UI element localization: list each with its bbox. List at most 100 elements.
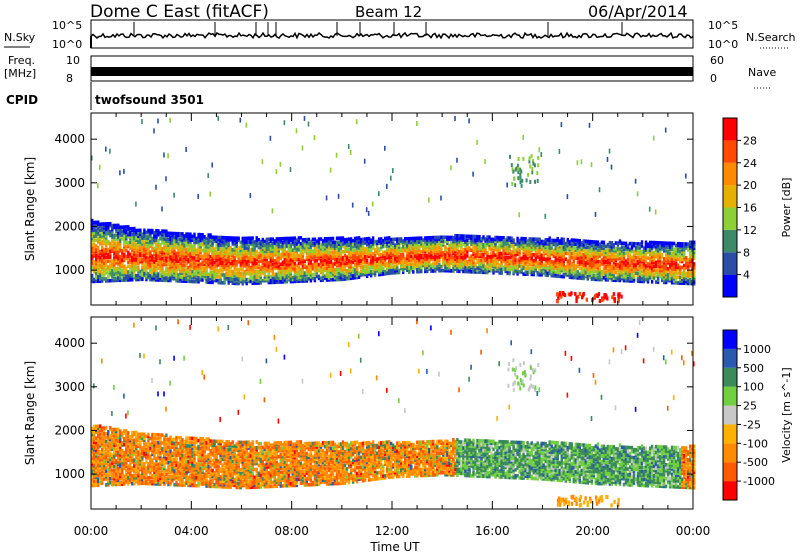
data-cell xyxy=(622,253,626,257)
sparse-cell xyxy=(269,135,272,141)
data-cell xyxy=(255,243,258,248)
data-cell xyxy=(476,248,479,253)
data-cell xyxy=(530,245,533,249)
data-cell xyxy=(436,255,439,259)
data-cell xyxy=(133,240,136,245)
data-cell xyxy=(283,262,286,266)
data-cell xyxy=(143,271,146,276)
data-cell xyxy=(279,278,282,282)
data-cell xyxy=(446,235,449,240)
data-cell xyxy=(468,246,471,250)
data-cell xyxy=(209,264,212,269)
data-cell xyxy=(161,248,164,253)
data-cell xyxy=(241,281,244,286)
data-cell xyxy=(217,280,220,285)
data-cell xyxy=(544,259,547,264)
data-cell xyxy=(153,276,156,280)
data-cell xyxy=(604,254,608,259)
data-cell xyxy=(650,268,654,272)
data-cell xyxy=(213,270,216,275)
data-cell xyxy=(369,254,373,258)
data-cell xyxy=(528,237,531,241)
data-cell xyxy=(235,250,238,254)
data-cell xyxy=(484,264,487,269)
data-cell xyxy=(223,249,226,254)
data-cell xyxy=(177,241,180,246)
data-cell xyxy=(638,259,642,264)
data-cell xyxy=(335,267,339,272)
data-cell xyxy=(582,255,585,259)
data-cell xyxy=(432,245,435,250)
data-cell xyxy=(486,266,489,271)
data-cell xyxy=(654,268,658,272)
data-cell xyxy=(123,254,126,259)
data-cell xyxy=(189,271,192,276)
data-cell xyxy=(191,234,194,239)
data-cell xyxy=(506,259,509,264)
data-cell xyxy=(373,269,377,273)
data-cell xyxy=(249,279,252,284)
data-cell xyxy=(464,250,467,254)
data-cell xyxy=(225,241,228,246)
data-cell xyxy=(396,264,399,269)
data-cell xyxy=(301,251,305,256)
data-cell xyxy=(95,263,98,268)
data-cell xyxy=(371,255,375,260)
data-cell xyxy=(275,256,278,261)
data-cell xyxy=(578,256,581,261)
data-cell xyxy=(139,277,142,282)
data-cell xyxy=(203,268,206,272)
data-cell xyxy=(390,255,393,260)
data-cell xyxy=(524,244,527,249)
data-cell xyxy=(658,274,662,279)
data-cell xyxy=(335,240,339,245)
data-cell xyxy=(347,255,351,259)
data-cell xyxy=(215,259,218,263)
data-cell xyxy=(644,270,648,274)
data-cell xyxy=(357,246,361,250)
data-cell xyxy=(394,259,397,263)
data-cell xyxy=(213,247,216,251)
data-cell xyxy=(548,246,551,250)
data-cell xyxy=(321,252,325,257)
data-cell xyxy=(135,254,138,258)
data-cell xyxy=(351,238,355,243)
data-cell xyxy=(359,269,363,273)
data-cell xyxy=(512,269,515,274)
data-cell xyxy=(219,257,222,261)
data-cell xyxy=(287,262,291,266)
data-cell xyxy=(139,244,142,248)
data-cell xyxy=(267,247,270,251)
data-cell xyxy=(524,272,527,276)
data-cell xyxy=(227,277,230,281)
data-cell xyxy=(185,261,188,266)
data-cell xyxy=(283,260,286,264)
data-cell xyxy=(325,250,329,255)
data-cell xyxy=(562,261,565,265)
data-cell xyxy=(478,240,481,245)
data-cell xyxy=(281,250,284,255)
data-cell xyxy=(151,248,154,253)
data-cell xyxy=(187,244,190,248)
data-cell xyxy=(153,270,156,274)
data-cell xyxy=(105,226,108,230)
data-cell xyxy=(119,260,122,265)
data-cell xyxy=(418,248,421,252)
data-cell xyxy=(574,248,577,252)
data-cell xyxy=(203,239,206,243)
data-cell xyxy=(438,267,441,271)
data-cell xyxy=(165,229,168,234)
data-cell xyxy=(654,274,658,278)
data-cell xyxy=(111,274,114,279)
data-cell xyxy=(442,262,445,267)
data-cell xyxy=(357,253,361,258)
data-cell xyxy=(165,233,168,237)
data-cell xyxy=(620,249,624,253)
data-cell xyxy=(281,242,284,247)
data-cell xyxy=(103,234,106,238)
data-cell xyxy=(95,279,98,284)
data-cell xyxy=(384,254,387,258)
data-cell xyxy=(327,276,331,280)
sparse-cell xyxy=(664,127,667,133)
data-cell xyxy=(161,274,164,278)
